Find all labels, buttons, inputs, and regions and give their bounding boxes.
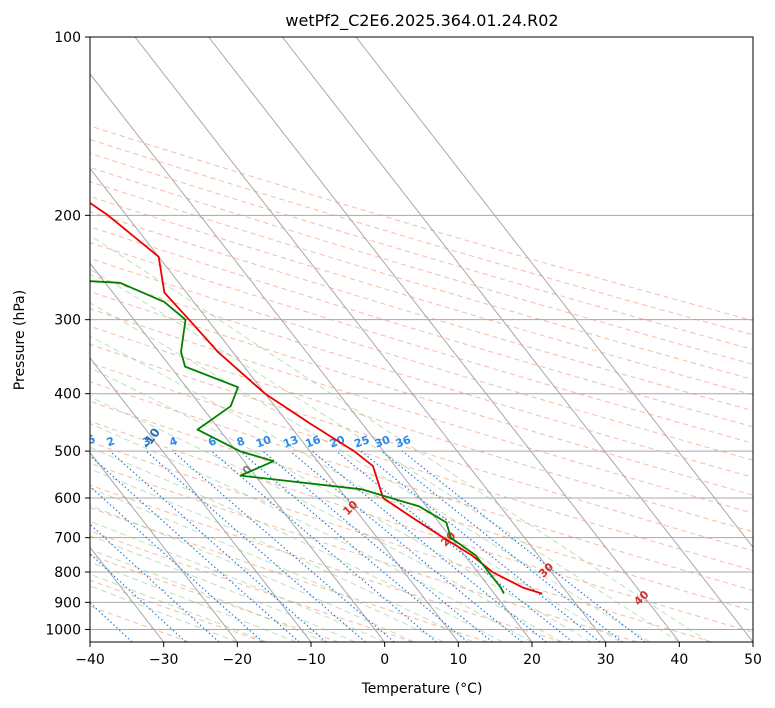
mixing-ratio-line bbox=[211, 450, 437, 642]
moist-adiabat bbox=[90, 504, 415, 642]
dry-adiabat bbox=[90, 462, 638, 642]
x-tick-label: 30 bbox=[597, 652, 615, 668]
mixing-ratio-line bbox=[402, 450, 646, 642]
mixing-ratio-line bbox=[336, 450, 574, 642]
isotherm-line bbox=[90, 262, 386, 642]
y-tick-label: 1000 bbox=[45, 622, 81, 638]
y-axis-label: Pressure (hPa) bbox=[12, 290, 28, 390]
moist-adiabat bbox=[90, 520, 385, 642]
dry-adiabat bbox=[90, 226, 753, 428]
mixing-ratio-line bbox=[109, 450, 327, 642]
x-tick-label: −40 bbox=[75, 652, 105, 668]
moist-adiabat bbox=[90, 487, 444, 642]
x-tick-label: −30 bbox=[149, 652, 179, 668]
isotherm-line bbox=[208, 37, 680, 642]
moist-adiabat bbox=[90, 468, 474, 642]
isotherm-line bbox=[90, 73, 533, 642]
dewpoint-profile bbox=[90, 280, 505, 595]
isotherm-line bbox=[90, 167, 459, 642]
dry-adiabat bbox=[90, 210, 753, 412]
moist-adiabat bbox=[90, 446, 503, 642]
y-tick-label: 600 bbox=[54, 491, 81, 507]
mixing-ratio-label: 30 bbox=[373, 433, 392, 451]
moist-adiabat bbox=[90, 573, 267, 642]
x-tick-label: 10 bbox=[449, 652, 467, 668]
mixing-ratio-line bbox=[289, 450, 523, 642]
x-tick-label: 20 bbox=[523, 652, 541, 668]
mixing-ratio-label: 25 bbox=[353, 433, 372, 450]
dry-adiabat bbox=[90, 325, 753, 533]
dry-adiabat-label: -20 bbox=[29, 378, 53, 404]
mixing-ratio-label: 4 bbox=[168, 434, 180, 449]
moist-adiabat bbox=[90, 585, 238, 642]
moist-adiabat bbox=[90, 535, 356, 642]
isotherm-label: 10 bbox=[340, 498, 360, 518]
mixing-ratio-line bbox=[90, 485, 264, 642]
mixing-ratio-label: 16 bbox=[304, 433, 323, 451]
isotherm-label: 40 bbox=[631, 588, 651, 608]
mixing-ratio-label: 13 bbox=[281, 433, 300, 450]
isotherm-line bbox=[134, 37, 607, 642]
dry-adiabat bbox=[90, 441, 712, 642]
moist-adiabat bbox=[90, 234, 710, 642]
mixing-ratio-label: 8 bbox=[235, 434, 247, 449]
mixing-ratio-line bbox=[381, 450, 623, 642]
x-tick-label: 0 bbox=[380, 652, 389, 668]
dry-adiabat bbox=[90, 257, 753, 461]
isotherm-line bbox=[355, 37, 753, 549]
mixing-ratio-label: 36 bbox=[394, 433, 413, 451]
y-tick-label: 800 bbox=[54, 565, 81, 581]
x-tick-label: −10 bbox=[296, 652, 326, 668]
x-tick-label: −20 bbox=[223, 652, 253, 668]
dry-adiabat bbox=[90, 381, 753, 591]
mixing-ratio-line bbox=[90, 523, 220, 642]
mixing-ratio-line bbox=[311, 450, 547, 642]
moist-adiabat bbox=[90, 561, 297, 642]
dry-adiabat bbox=[90, 274, 753, 478]
chart-title: wetPf2_C2E6.2025.364.01.24.R02 bbox=[285, 11, 558, 31]
dry-adiabat bbox=[90, 166, 753, 365]
mixing-ratio-label: 0.6 bbox=[0, 432, 23, 451]
dry-adiabat bbox=[90, 484, 563, 642]
y-tick-label: 700 bbox=[54, 531, 81, 547]
mixing-ratio-line bbox=[360, 450, 601, 642]
y-tick-label: 900 bbox=[54, 595, 81, 611]
isotherm-line bbox=[281, 37, 753, 642]
dry-adiabat bbox=[90, 343, 753, 552]
dry-adiabat bbox=[90, 152, 753, 350]
x-tick-label: 50 bbox=[744, 652, 762, 668]
mixing-ratio-line bbox=[262, 450, 493, 642]
y-tick-label: 400 bbox=[54, 387, 81, 403]
mixing-ratio-line bbox=[90, 552, 187, 642]
mixing-ratio-label: 1.5 bbox=[74, 432, 97, 451]
mixing-ratio-line bbox=[145, 450, 366, 642]
isotherm-line bbox=[90, 451, 238, 642]
moist-adiabat bbox=[90, 335, 621, 642]
y-tick-label: 100 bbox=[54, 30, 81, 46]
mixing-ratio-label: 3 bbox=[141, 434, 153, 449]
mixing-ratio-line bbox=[172, 450, 395, 642]
temperature-profile bbox=[90, 201, 543, 595]
x-axis-label: Temperature (°C) bbox=[361, 681, 483, 697]
moist-adiabat bbox=[90, 423, 533, 642]
moist-adiabat bbox=[90, 548, 326, 642]
dry-adiabat bbox=[90, 507, 488, 642]
x-tick-label: 40 bbox=[670, 652, 688, 668]
y-tick-label: 500 bbox=[54, 444, 81, 460]
moist-adiabat bbox=[90, 268, 680, 642]
y-tick-label: 200 bbox=[54, 208, 81, 224]
mixing-ratio-line bbox=[239, 450, 468, 642]
y-tick-label: 300 bbox=[54, 313, 81, 329]
mixing-ratio-label: 10 bbox=[254, 433, 273, 451]
mixing-ratio-label: 6 bbox=[206, 434, 218, 449]
moist-adiabat bbox=[90, 396, 562, 642]
moist-adiabat bbox=[90, 302, 651, 642]
dry-adiabat bbox=[90, 362, 753, 571]
plot-frame bbox=[89, 36, 754, 643]
isotherm-line bbox=[90, 357, 312, 642]
mixing-ratio-label: 2 bbox=[105, 434, 117, 449]
